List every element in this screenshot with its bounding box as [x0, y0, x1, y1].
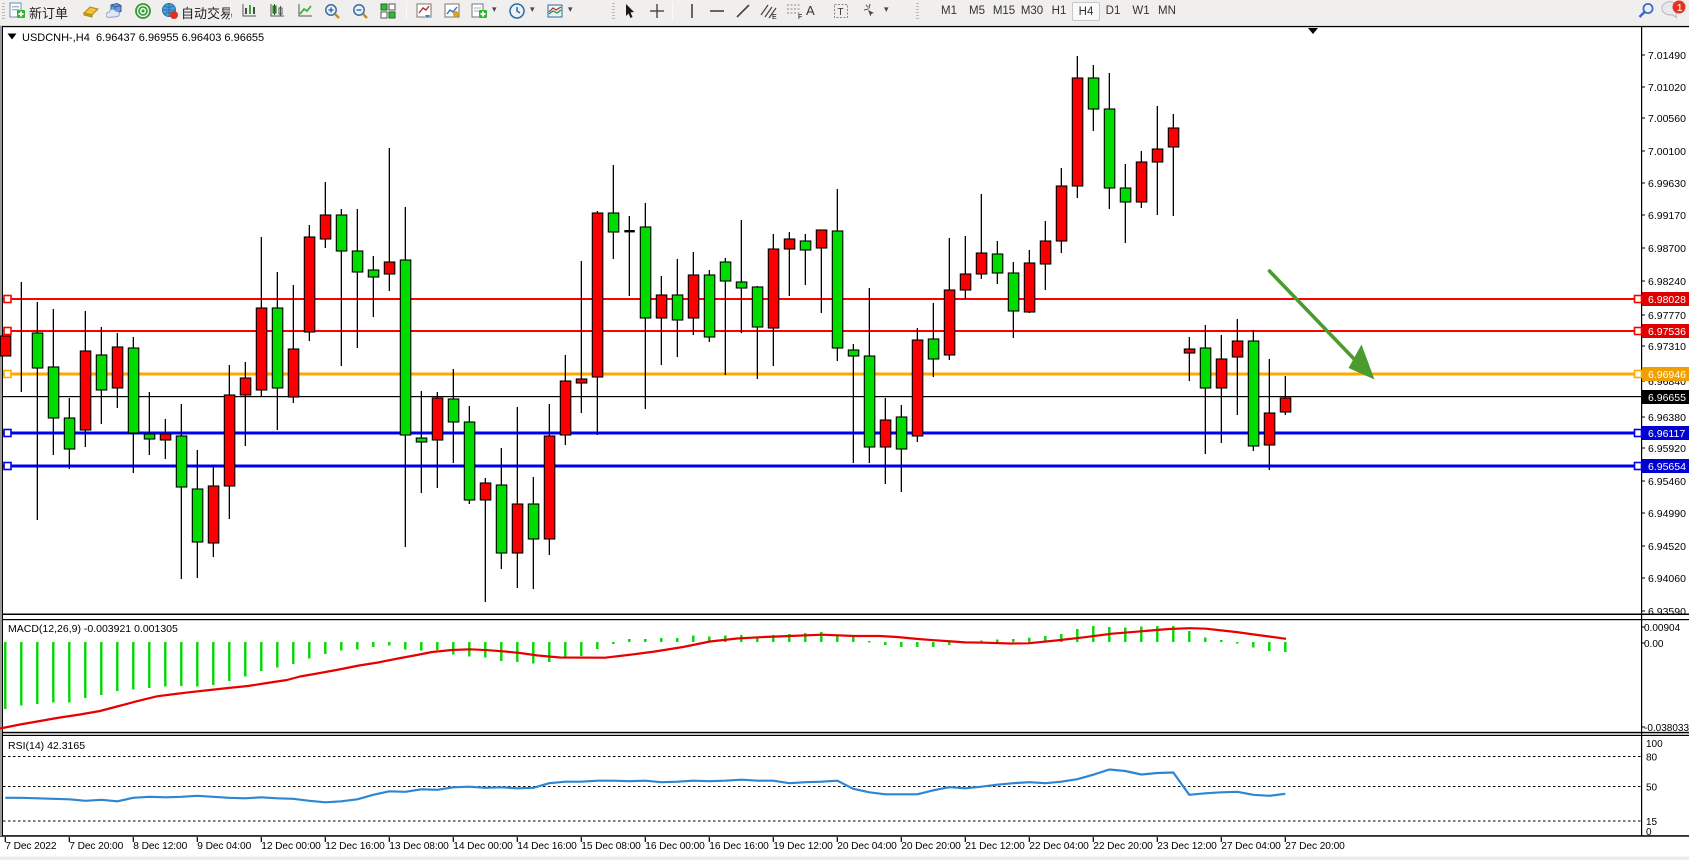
svg-text:7.01020: 7.01020 [1648, 82, 1686, 94]
svg-text:19 Dec 12:00: 19 Dec 12:00 [773, 841, 833, 852]
svg-text:T: T [838, 7, 844, 18]
svg-text:50: 50 [1646, 783, 1658, 794]
svg-text:F: F [798, 14, 802, 20]
svg-text:6.95920: 6.95920 [1648, 443, 1686, 455]
svg-text:12 Dec 16:00: 12 Dec 16:00 [325, 841, 385, 852]
svg-text:6.99630: 6.99630 [1648, 178, 1686, 190]
svg-text:6.98700: 6.98700 [1648, 243, 1686, 255]
svg-text:6.96380: 6.96380 [1648, 412, 1686, 424]
svg-text:7 Dec 20:00: 7 Dec 20:00 [69, 841, 123, 852]
svg-text:6.95460: 6.95460 [1648, 476, 1686, 488]
svg-text:6.94990: 6.94990 [1648, 508, 1686, 520]
svg-text:20 Dec 20:00: 20 Dec 20:00 [901, 841, 961, 852]
svg-text:15 Dec 08:00: 15 Dec 08:00 [581, 841, 641, 852]
svg-text:100: 100 [1646, 739, 1663, 750]
svg-text:23 Dec 12:00: 23 Dec 12:00 [1157, 841, 1217, 852]
svg-text:7.01490: 7.01490 [1648, 50, 1686, 62]
svg-text:0: 0 [1646, 827, 1652, 838]
svg-text:6.97310: 6.97310 [1648, 341, 1686, 353]
svg-text:6.97770: 6.97770 [1648, 310, 1686, 322]
svg-text:RSI(14) 42.3165: RSI(14) 42.3165 [8, 740, 85, 752]
svg-text:20 Dec 04:00: 20 Dec 04:00 [837, 841, 897, 852]
svg-text:7 Dec 2022: 7 Dec 2022 [5, 841, 57, 852]
svg-text:9 Dec 04:00: 9 Dec 04:00 [197, 841, 251, 852]
svg-text:6.99170: 6.99170 [1648, 210, 1686, 222]
svg-text:MACD(12,26,9) -0.003921 0.0013: MACD(12,26,9) -0.003921 0.001305 [8, 623, 178, 635]
svg-text:6.96117: 6.96117 [1648, 428, 1685, 440]
svg-text:12 Dec 00:00: 12 Dec 00:00 [261, 841, 321, 852]
svg-text:80: 80 [1646, 753, 1658, 764]
svg-text:16 Dec 00:00: 16 Dec 00:00 [645, 841, 705, 852]
svg-text:1: 1 [1677, 2, 1683, 14]
svg-text:6.96946: 6.96946 [1648, 369, 1686, 381]
svg-text:27 Dec 04:00: 27 Dec 04:00 [1221, 841, 1281, 852]
svg-text:-0.038033: -0.038033 [1644, 723, 1689, 734]
svg-text:0.00904: 0.00904 [1644, 623, 1681, 634]
svg-text:USDCNH-,H4 6.96437 6.96955 6.: USDCNH-,H4 6.96437 6.96955 6.96403 6.966… [22, 32, 264, 44]
svg-text:6.94060: 6.94060 [1648, 573, 1686, 585]
svg-text:22 Dec 20:00: 22 Dec 20:00 [1093, 841, 1153, 852]
svg-text:13 Dec 08:00: 13 Dec 08:00 [389, 841, 449, 852]
svg-text:6.98240: 6.98240 [1648, 276, 1686, 288]
svg-text:6.98028: 6.98028 [1648, 294, 1686, 306]
svg-text:16 Dec 16:00: 16 Dec 16:00 [709, 841, 769, 852]
svg-text:21 Dec 12:00: 21 Dec 12:00 [965, 841, 1025, 852]
svg-text:6.96655: 6.96655 [1648, 392, 1686, 404]
svg-text:14 Dec 00:00: 14 Dec 00:00 [453, 841, 513, 852]
svg-text:14 Dec 16:00: 14 Dec 16:00 [517, 841, 577, 852]
svg-text:15: 15 [1646, 817, 1658, 828]
svg-text:27 Dec 20:00: 27 Dec 20:00 [1285, 841, 1345, 852]
svg-text:E: E [772, 14, 777, 20]
svg-text:6.93590: 6.93590 [1648, 606, 1686, 618]
svg-text:7.00100: 7.00100 [1648, 146, 1686, 158]
svg-text:6.95654: 6.95654 [1648, 461, 1686, 473]
svg-text:6.97536: 6.97536 [1648, 326, 1686, 338]
svg-text:22 Dec 04:00: 22 Dec 04:00 [1029, 841, 1089, 852]
svg-text:0.00: 0.00 [1644, 639, 1664, 650]
svg-text:6.94520: 6.94520 [1648, 541, 1686, 553]
svg-text:8 Dec 12:00: 8 Dec 12:00 [133, 841, 187, 852]
svg-text:7.00560: 7.00560 [1648, 113, 1686, 125]
